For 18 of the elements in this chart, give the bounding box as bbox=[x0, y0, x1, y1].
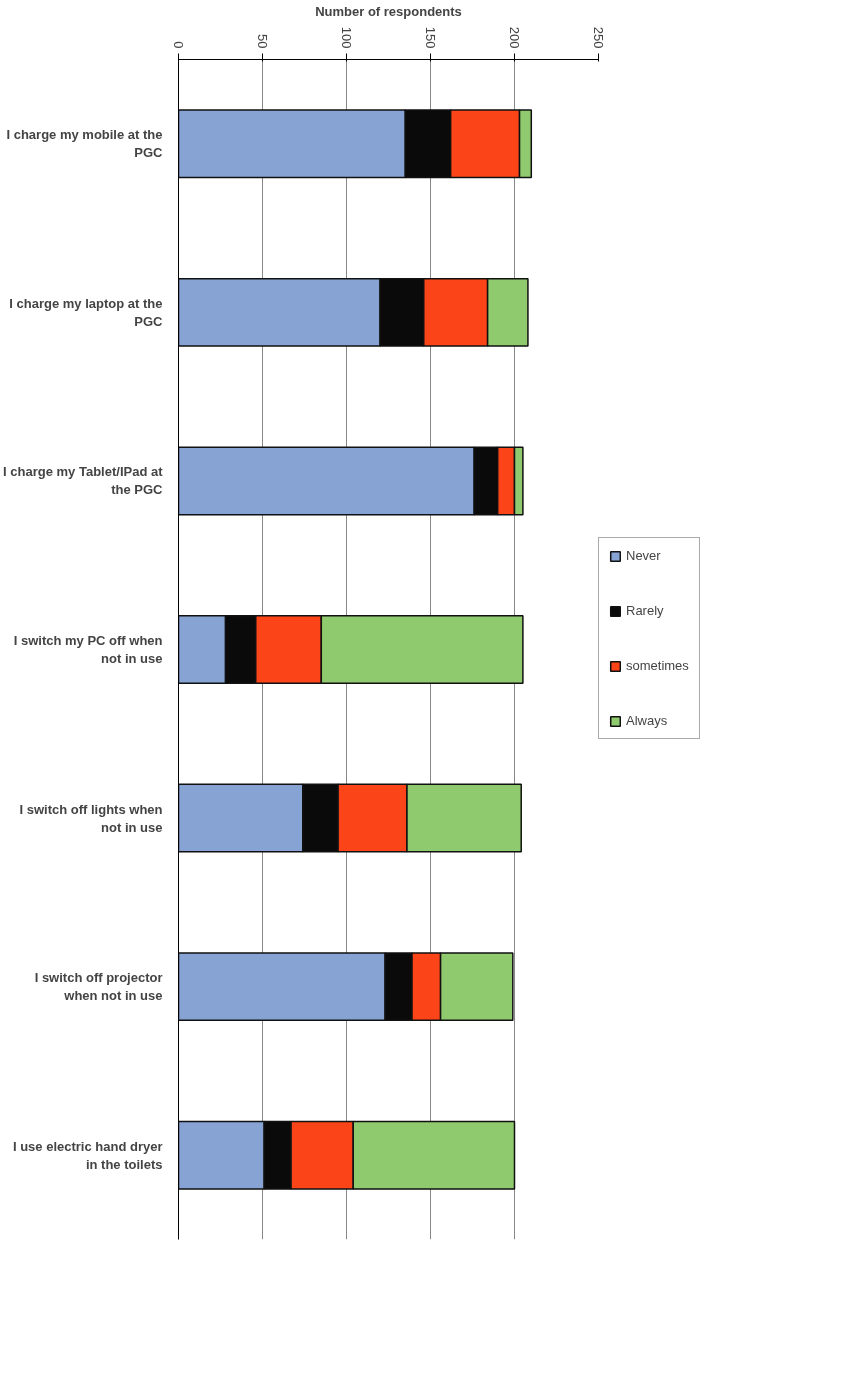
x-tick-label: 100 bbox=[339, 26, 354, 49]
x-tick-label: 0 bbox=[171, 41, 186, 49]
y-tick-label: I charge my laptop at the PGC bbox=[9, 295, 164, 329]
legend-label: Rarely bbox=[626, 603, 664, 618]
x-tick-label: 50 bbox=[255, 34, 270, 49]
y-tick-label: I switch my PC off when not in use bbox=[13, 633, 163, 666]
y-tick-label: I charge my mobile at the PGC bbox=[6, 127, 164, 161]
legend-label: sometimes bbox=[626, 658, 689, 673]
x-tick-label: 150 bbox=[423, 26, 438, 49]
legend-label: Never bbox=[626, 548, 661, 563]
x-tick-label: 250 bbox=[591, 26, 606, 49]
y-tick-label: I switch off lights when not in use bbox=[19, 801, 163, 835]
y-tick-label: I charge my Tablet/IPad at the PGC bbox=[3, 464, 164, 498]
legend-label: Always bbox=[626, 713, 668, 728]
y-tick-label: I switch off projector when not in use bbox=[34, 970, 163, 1004]
x-tick-label: 200 bbox=[507, 26, 522, 49]
x-axis-title: Number of respondents bbox=[315, 3, 462, 19]
y-tick-label: I use electric hand dryer in the toilets bbox=[12, 1138, 163, 1172]
